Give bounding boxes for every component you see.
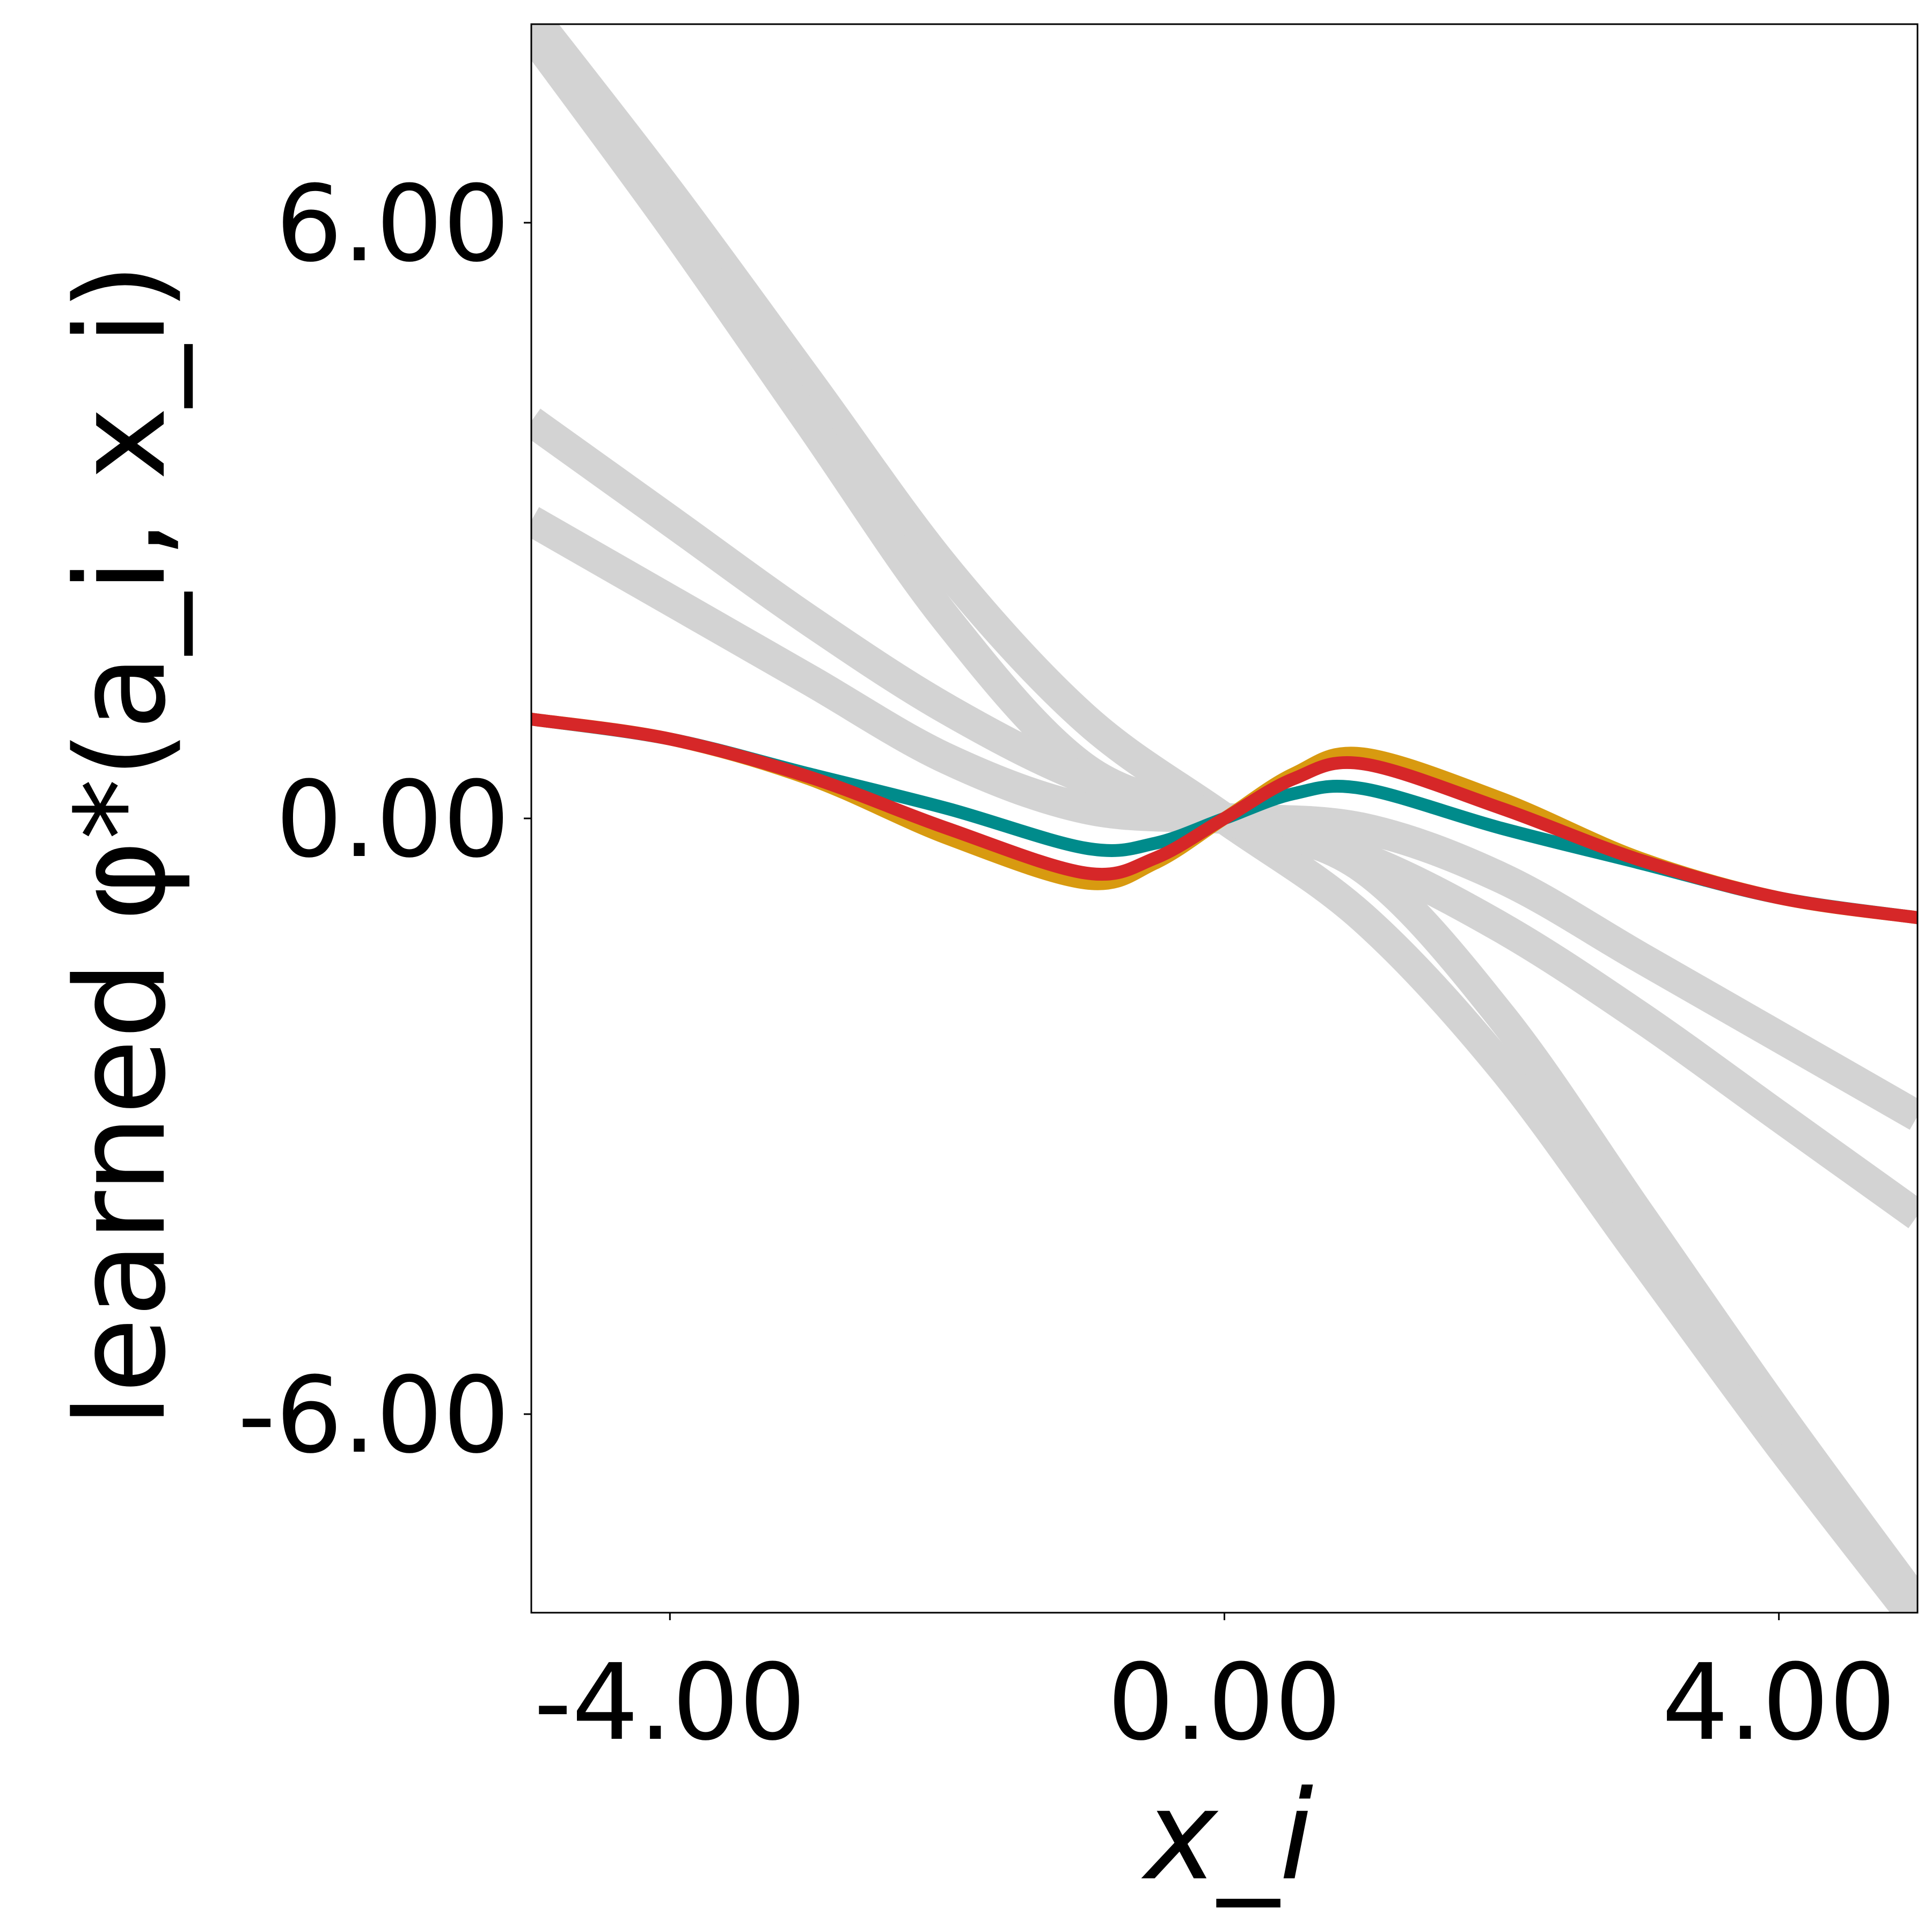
series-line-7: [531, 713, 1918, 924]
y-tick-label: 6.00: [276, 163, 510, 286]
x-tick-label: 0.00: [1107, 1642, 1341, 1764]
x-axis-label: x_i: [1141, 1765, 1313, 1908]
x-axis-label-text: x_i: [1141, 1765, 1313, 1908]
x-tick-label: -4.00: [534, 1642, 806, 1764]
x-tick-label: 4.00: [1662, 1642, 1896, 1764]
ticks-layer: -4.00 0.00 4.00 6.00 0.00 -6.00: [238, 163, 1896, 1764]
y-axis-label-text: learned φ*(a_i, x_i): [50, 263, 193, 1428]
series-layer: [531, 24, 1918, 1613]
y-tick-label: 0.00: [276, 759, 510, 881]
y-axis-label: learned φ*(a_i, x_i): [50, 263, 193, 1428]
y-tick-label: -6.00: [238, 1355, 510, 1477]
